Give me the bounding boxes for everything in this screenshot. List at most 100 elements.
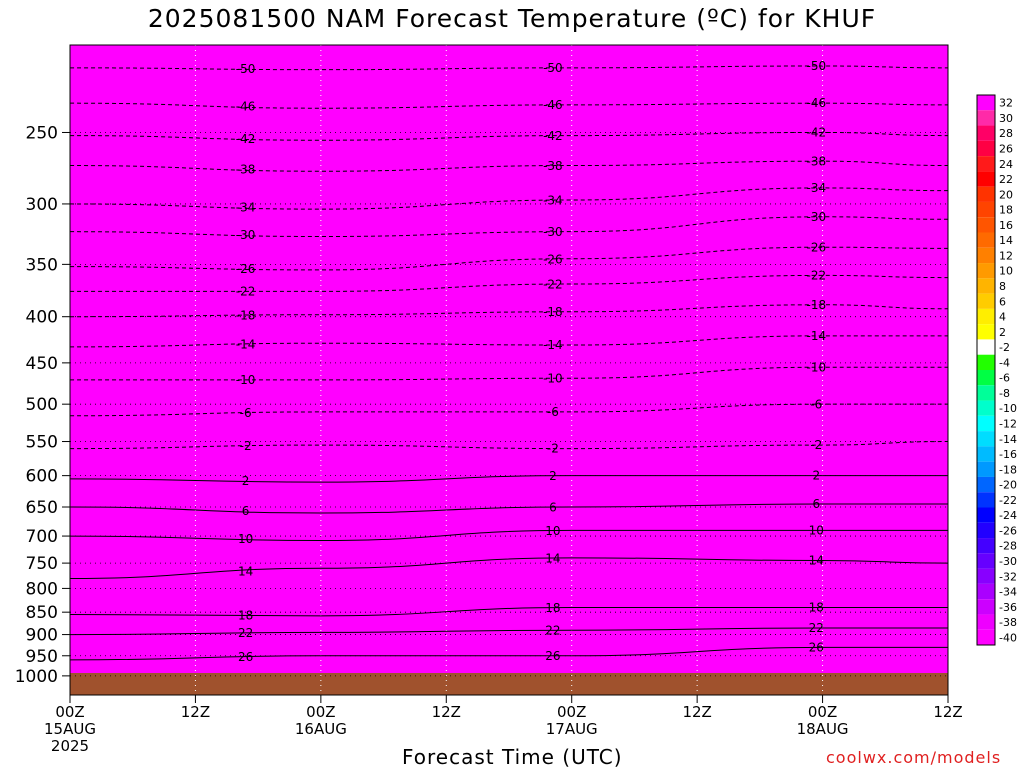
- y-tick-label: 450: [26, 354, 58, 374]
- x-axis-label: Forecast Time (UTC): [402, 745, 623, 769]
- colorbar-swatch: [977, 400, 995, 416]
- contour-value-label: -30: [806, 210, 826, 224]
- contour-value-label: -2: [547, 441, 559, 455]
- contour-value-label: -6: [810, 397, 822, 411]
- contour-value-label: -14: [806, 329, 826, 343]
- y-tick-label: 750: [26, 554, 58, 574]
- contour-line: [69, 304, 949, 318]
- contour-line: [69, 607, 948, 617]
- colorbar-swatch: [977, 476, 995, 493]
- contour-value-label: 22: [545, 623, 560, 637]
- colorbar-label: -4: [999, 356, 1010, 369]
- x-tick-label: 00Z: [306, 703, 335, 721]
- colorbar-label: 10: [999, 265, 1013, 278]
- colorbar-label: -26: [999, 524, 1017, 537]
- contour-line: [69, 160, 949, 172]
- y-tick-label: 400: [26, 308, 58, 328]
- y-tick-label: 1000: [15, 667, 58, 687]
- colorbar-label: -14: [999, 433, 1017, 446]
- colorbar-swatch: [977, 186, 995, 202]
- contour-value-label: -22: [236, 284, 256, 298]
- colorbar-swatch: [977, 247, 995, 264]
- ground-strip: [70, 673, 948, 695]
- contour-value-label: -18: [236, 308, 256, 322]
- y-tick-label: 600: [26, 467, 58, 487]
- contour-value-label: 2: [242, 474, 250, 488]
- colorbar-swatch: [977, 308, 995, 325]
- colorbar-swatch: [977, 110, 995, 126]
- contour-value-label: 10: [809, 523, 824, 537]
- y-tick-label: 300: [26, 195, 58, 215]
- colorbar-frame: [976, 94, 996, 646]
- x-tick-label: 18AUG: [797, 720, 849, 738]
- contour-value-label: -42: [806, 126, 826, 140]
- contour-value-label: 26: [545, 649, 560, 663]
- colorbar-swatch: [977, 538, 995, 554]
- y-axis: 250 300 350 400 450 500 550 600 650 700 750 800 850 9…: [15, 123, 70, 687]
- y-tick-label: 800: [26, 579, 58, 599]
- y-tick-label: 650: [26, 498, 58, 518]
- x-tick-label: 12Z: [682, 703, 711, 721]
- colorbar-swatch: [977, 507, 995, 523]
- colorbar-label: 12: [999, 249, 1013, 262]
- colorbar-swatch: [977, 461, 995, 477]
- contour-value-label: -14: [236, 337, 256, 351]
- colorbar-swatch: [977, 95, 995, 111]
- contour-value-label: -34: [543, 194, 563, 208]
- contour-value-label: -42: [543, 129, 563, 143]
- colorbar-label: -28: [999, 540, 1017, 553]
- contour-value-label: 2: [549, 469, 557, 483]
- contour-value-label: -22: [806, 269, 826, 283]
- plot-background: [70, 45, 948, 695]
- colorbar-swatch: [977, 553, 995, 569]
- x-tick-label: 16AUG: [295, 720, 347, 738]
- contour-value-label: 14: [238, 564, 253, 578]
- colorbar-label: 20: [999, 188, 1013, 201]
- contour-line: [69, 557, 949, 579]
- contour-value-label: -6: [547, 405, 559, 419]
- colorbar-swatch: [977, 614, 995, 630]
- colorbar-swatch: [977, 125, 995, 141]
- contour-labels: -50 -50 -50 -46 -46 -46 -42 -42 -42 -38 -38 -38 -34 -…: [236, 59, 826, 664]
- colorbar-label: -22: [999, 494, 1017, 507]
- colorbar-label: 28: [999, 127, 1013, 140]
- colorbar-swatch: [977, 278, 995, 294]
- contour-line: [69, 102, 949, 109]
- colorbar-swatch: [977, 492, 995, 508]
- colorbar-label: 18: [999, 204, 1013, 217]
- colorbar-label: -6: [999, 372, 1010, 385]
- contour-value-label: -30: [543, 225, 563, 239]
- colorbar-swatch: [977, 385, 995, 401]
- colorbar-swatch: [977, 156, 995, 172]
- colorbar-swatch: [977, 293, 995, 309]
- contour-line: [70, 274, 949, 292]
- contour-value-label: -26: [806, 240, 826, 254]
- contour-value-label: -30: [236, 228, 256, 242]
- contour-value-label: 18: [238, 608, 253, 622]
- colorbar-swatch: [977, 354, 995, 370]
- colorbar-label: 8: [999, 280, 1006, 293]
- colorbar-swatch: [977, 583, 995, 600]
- contour-value-label: -18: [543, 305, 563, 319]
- colorbar-label: -34: [999, 586, 1017, 599]
- x-tick-label: 17AUG: [546, 720, 598, 738]
- colorbar-swatch: [977, 568, 995, 584]
- y-tick-label: 950: [26, 647, 58, 667]
- contour-value-label: -50: [543, 61, 563, 75]
- colorbar-label: -30: [999, 555, 1017, 568]
- colorbar-label: 16: [999, 219, 1013, 232]
- contour-value-label: 6: [242, 504, 250, 518]
- colorbar-swatch: [977, 339, 995, 355]
- y-tick-label: 700: [26, 527, 58, 547]
- contour-value-label: -42: [236, 132, 256, 146]
- contour-value-label: -14: [543, 338, 563, 352]
- colorbar-label: -12: [999, 417, 1017, 430]
- colorbar-label: 2: [999, 326, 1006, 339]
- contour-value-label: -46: [236, 100, 256, 114]
- colorbar-swatches: [976, 94, 996, 646]
- contour-value-label: -38: [806, 154, 826, 168]
- colorbar-label: 30: [999, 112, 1013, 125]
- contour-value-label: -34: [236, 201, 256, 215]
